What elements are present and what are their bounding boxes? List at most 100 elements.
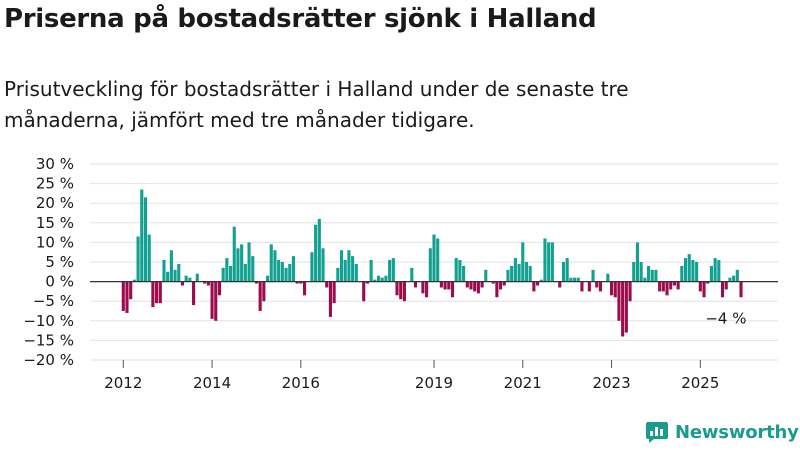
bar-positive <box>277 260 281 282</box>
bar-negative <box>439 281 443 288</box>
bar-positive <box>291 256 295 282</box>
bar-negative <box>473 281 477 292</box>
bar-positive <box>243 263 247 282</box>
bar-negative <box>180 281 185 286</box>
y-tick-label: 15 % <box>36 214 74 232</box>
bar-positive <box>454 258 458 282</box>
bar-negative <box>580 281 584 292</box>
bar-positive <box>569 277 573 282</box>
bar-positive <box>728 277 732 282</box>
bar-positive <box>735 269 739 282</box>
bar-positive <box>376 275 381 282</box>
bar-negative <box>129 281 133 300</box>
bar-positive <box>236 248 240 282</box>
bar-positive <box>650 269 654 282</box>
bar-positive <box>347 250 351 282</box>
bar-positive <box>432 234 436 282</box>
bar-negative <box>617 281 621 321</box>
bar-positive <box>680 265 684 282</box>
bar-positive <box>646 265 651 282</box>
y-tick-label: −20 % <box>23 351 74 369</box>
bar-negative <box>624 281 628 333</box>
bar-negative <box>491 281 495 284</box>
bar-negative <box>399 281 403 300</box>
bar-negative <box>325 281 329 288</box>
x-tick-label: 2019 <box>415 374 453 392</box>
bar-negative <box>217 281 222 296</box>
bar-negative <box>672 281 676 286</box>
bar-positive <box>280 262 284 282</box>
bar-positive <box>265 275 270 282</box>
bar-negative <box>402 281 406 302</box>
y-tick-label: 0 % <box>45 273 74 291</box>
bar-positive <box>310 252 314 282</box>
bar-negative <box>702 281 706 298</box>
bar-positive <box>539 279 543 282</box>
y-tick-label: 5 % <box>45 253 74 271</box>
bar-negative <box>254 281 259 284</box>
bar-negative <box>739 281 743 298</box>
bar-positive <box>229 265 233 282</box>
bar-positive <box>458 260 462 282</box>
bar-negative <box>302 281 307 296</box>
bar-positive <box>513 258 517 282</box>
bar-positive <box>314 224 318 282</box>
bar-negative <box>698 281 702 292</box>
bar-negative <box>395 281 399 296</box>
bar-positive <box>188 277 192 282</box>
bar-negative <box>661 281 665 292</box>
bar-positive <box>510 265 514 282</box>
bar-positive <box>683 258 688 282</box>
bar-positive <box>462 265 466 282</box>
bar-positive <box>717 260 721 282</box>
bar-positive <box>336 267 340 282</box>
bar-negative <box>447 281 451 290</box>
bar-negative <box>210 281 214 319</box>
newsworthy-logo: Newsworthy <box>645 420 799 444</box>
bar-negative <box>476 281 480 294</box>
bar-positive <box>273 250 277 282</box>
bar-negative <box>206 281 210 286</box>
bar-negative <box>465 281 469 288</box>
bar-negative <box>332 281 336 304</box>
bar-positive <box>410 267 414 282</box>
bar-positive <box>606 273 610 282</box>
bar-positive <box>354 263 358 282</box>
bar-positive <box>591 269 595 282</box>
bar-negative <box>328 281 332 317</box>
bar-negative <box>502 281 506 286</box>
bar-positive <box>195 273 199 282</box>
bar-positive <box>565 258 569 282</box>
y-tick-label: 25 % <box>36 175 74 193</box>
bar-positive <box>317 218 321 282</box>
bar-negative <box>558 281 562 288</box>
bar-positive <box>576 277 580 282</box>
y-tick-label: 30 % <box>36 155 74 173</box>
bar-positive <box>380 277 384 282</box>
bar-positive <box>339 250 344 282</box>
bar-positive <box>232 226 236 282</box>
bar-positive <box>177 263 181 282</box>
bar-negative <box>425 281 429 298</box>
bar-negative <box>706 281 710 284</box>
bar-positive <box>143 197 148 282</box>
bar-positive <box>506 269 510 282</box>
bar-positive <box>140 189 144 282</box>
bar-positive <box>543 238 547 282</box>
bar-positive <box>635 242 639 282</box>
x-tick-label: 2014 <box>193 374 231 392</box>
y-tick-label: −5 % <box>33 292 74 310</box>
bar-positive <box>132 279 136 282</box>
bar-positive <box>632 262 636 282</box>
bar-positive <box>251 256 255 282</box>
newsworthy-logo-icon <box>646 422 668 443</box>
bar-negative <box>299 281 303 284</box>
y-tick-label: 20 % <box>36 194 74 212</box>
bar-positive <box>166 271 170 282</box>
bar-negative <box>480 281 484 288</box>
bar-positive <box>169 250 173 282</box>
bar-negative <box>125 281 129 313</box>
bar-positive <box>550 242 554 282</box>
x-tick-label: 2016 <box>282 374 320 392</box>
